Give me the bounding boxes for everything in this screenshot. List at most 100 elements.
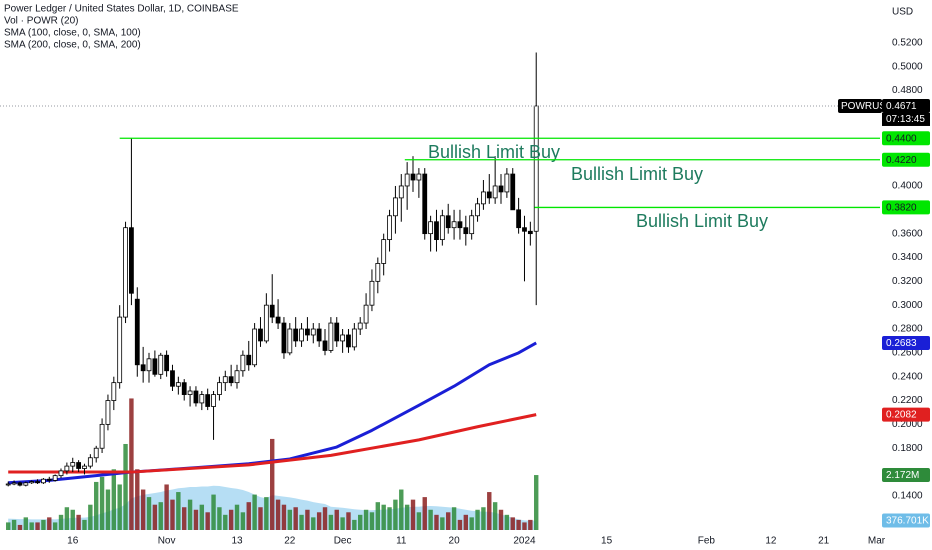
y-tick-label: 0.2800 — [892, 324, 923, 335]
volume-bar — [346, 512, 351, 530]
candle-body — [305, 328, 310, 336]
legend-sma: SMA (200, close, 0, SMA, 200) — [4, 40, 141, 51]
volume-bar — [404, 504, 410, 530]
candle-body — [117, 316, 123, 384]
candle-body — [410, 173, 416, 181]
candle-body — [293, 328, 299, 342]
candle-body — [258, 328, 263, 342]
volume-bar — [311, 517, 316, 530]
level-tag: 0.4400 — [886, 133, 917, 144]
candle-body — [111, 382, 117, 401]
volume-bar — [481, 507, 486, 530]
candle-body — [87, 457, 93, 467]
y-tick-label: 0.3200 — [892, 276, 923, 287]
volume-bar — [70, 509, 75, 530]
candle-body — [70, 462, 76, 467]
candle-body — [346, 334, 351, 348]
candle-body — [510, 173, 516, 211]
candle-body — [375, 263, 381, 282]
y-tick-label: 0.3600 — [892, 228, 923, 239]
volume-bar — [234, 504, 240, 530]
level-tag-bg — [882, 152, 930, 167]
y-tick-label: 0.3000 — [892, 300, 923, 311]
x-tick-label: 16 — [67, 536, 79, 547]
sma-tag: 0.2082 — [886, 410, 917, 421]
candle-body — [457, 221, 463, 229]
volume-bar — [487, 492, 492, 530]
volume-bar — [399, 489, 404, 530]
volume-bar — [11, 519, 17, 530]
volume-ma-tag: 376.701K — [886, 516, 929, 527]
volume-bar — [422, 497, 427, 530]
symbol-tag: POWRUSD — [841, 101, 893, 112]
x-tick-label: 15 — [601, 536, 613, 547]
volume-bar — [35, 522, 40, 530]
y-tick-label: 0.2000 — [892, 419, 923, 430]
volume-bar — [182, 507, 187, 530]
legend-volume: Vol · POWR (20) — [4, 16, 78, 27]
candle-body — [246, 354, 252, 366]
candle-body — [381, 239, 387, 264]
x-tick-label: 2024 — [513, 536, 536, 547]
volume-ma-tag-bg — [882, 513, 930, 528]
candle-body — [152, 358, 158, 375]
candle-body — [398, 185, 404, 199]
candle-body — [369, 280, 375, 306]
candle-body — [64, 465, 70, 472]
volume-bar — [64, 507, 70, 530]
volume-bar — [76, 514, 81, 530]
symbol-tag-bg — [838, 98, 882, 113]
volume-bar — [305, 509, 310, 530]
volume-bar — [369, 512, 375, 530]
candle-body — [146, 358, 152, 372]
volume-bar — [516, 519, 521, 530]
candle-body — [52, 475, 58, 481]
volume-bar — [211, 494, 216, 530]
sma-tag-bg — [882, 335, 930, 350]
candle-body — [5, 483, 11, 486]
volume-bar — [293, 507, 298, 530]
candle-body — [205, 394, 211, 407]
volume-bar — [41, 519, 46, 530]
candle-body — [199, 394, 205, 404]
candle-body — [310, 328, 316, 336]
legend-sma: SMA (100, close, 0, SMA, 100) — [4, 28, 141, 39]
volume-bar — [463, 514, 469, 530]
volume-bar — [252, 494, 257, 530]
volume-bar — [228, 509, 234, 530]
volume-bar — [475, 509, 480, 530]
volume-bar — [446, 512, 451, 530]
volume-bar — [410, 499, 416, 530]
y-tick-label: 0.3400 — [892, 252, 923, 263]
volume-bar — [94, 481, 99, 530]
candle-body — [11, 482, 17, 485]
volume-bar — [534, 475, 539, 530]
volume-bar — [275, 499, 281, 530]
volume-bar — [287, 509, 293, 530]
volume-bar — [457, 519, 463, 530]
candle-body — [193, 390, 199, 404]
currency-label: USD — [892, 7, 913, 18]
candle-body — [217, 382, 222, 395]
volume-bar — [123, 443, 128, 530]
volume-bar — [281, 504, 287, 530]
candle-body — [299, 328, 304, 342]
last-price-tag: 0.4671 — [886, 101, 917, 112]
candle-body — [82, 465, 87, 469]
y-tick-label: 0.4800 — [892, 85, 923, 96]
volume-bar — [510, 517, 515, 530]
volume-bar — [451, 507, 457, 530]
candle-body — [533, 105, 539, 232]
candle-body — [498, 185, 504, 193]
candle-body — [41, 478, 46, 484]
candle-body — [351, 328, 357, 348]
candle-body — [328, 322, 334, 351]
candle-body — [170, 370, 175, 387]
candle-body — [234, 370, 240, 384]
candle-body — [35, 481, 40, 484]
candle-body — [404, 173, 410, 187]
volume-bar — [270, 438, 275, 530]
